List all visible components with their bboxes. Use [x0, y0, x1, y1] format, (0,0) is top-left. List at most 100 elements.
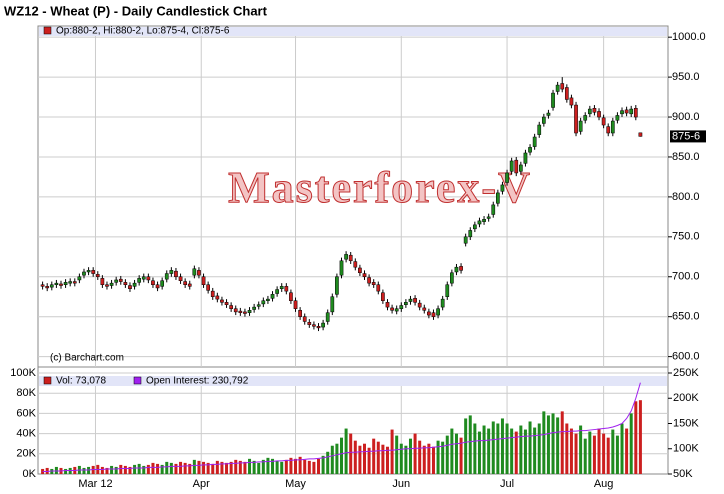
candle-body — [72, 281, 77, 284]
candle-body — [615, 115, 620, 121]
volume-bar — [229, 461, 233, 474]
volume-bar — [330, 445, 334, 474]
candle-body — [473, 224, 477, 230]
candle-body — [266, 298, 270, 301]
candle-body — [298, 310, 302, 317]
candle-body — [339, 260, 344, 276]
candle-body — [624, 109, 629, 114]
candle-body — [40, 284, 45, 287]
volume-bar — [514, 431, 518, 474]
volume-bar — [574, 433, 578, 474]
last-price-box — [670, 130, 706, 143]
volume-bar — [284, 459, 288, 474]
volume-bar — [179, 461, 183, 474]
y-tick-label: 20K — [16, 448, 36, 460]
volume-bar — [349, 433, 353, 474]
candle-body — [91, 270, 96, 274]
volume-bar — [523, 429, 527, 474]
candle-body — [155, 284, 160, 289]
volume-bar — [68, 467, 72, 474]
volume-bar — [408, 438, 412, 474]
volume-bar — [505, 423, 509, 474]
volume-bar — [169, 462, 173, 474]
candle-body — [417, 302, 422, 308]
candle-body — [610, 120, 615, 134]
candle-body — [316, 326, 321, 329]
candle-body — [578, 120, 583, 132]
candle-body — [210, 290, 215, 297]
volume-bar — [225, 462, 229, 474]
candle-body — [463, 236, 468, 244]
y-tick-label: 1000.0 — [672, 31, 706, 43]
volume-bar — [468, 415, 472, 474]
volume-bar — [592, 435, 596, 474]
volume-bar — [404, 445, 408, 474]
candle-body — [564, 87, 569, 100]
volume-bar — [615, 435, 619, 474]
volume-bar — [257, 462, 261, 474]
y-tick-label: 900.0 — [672, 111, 700, 123]
candle-body — [560, 83, 565, 90]
candle-body — [247, 310, 252, 313]
volume-bar — [294, 458, 298, 474]
volume-bar — [537, 423, 541, 474]
volume-bar — [340, 437, 344, 474]
volume-bar — [634, 401, 638, 474]
candle-body — [597, 111, 601, 118]
candle-body — [109, 282, 114, 286]
x-tick-label: Mar 12 — [78, 478, 112, 490]
candle-body — [252, 306, 256, 310]
volume-bar — [560, 411, 564, 474]
volume-bar — [376, 441, 380, 474]
candle-body — [431, 312, 436, 317]
volume-bar — [271, 458, 275, 474]
candle-body — [321, 322, 325, 328]
volume-bar — [183, 462, 187, 474]
volume-bar — [477, 431, 481, 474]
volume-bar — [142, 465, 146, 474]
volume-bar — [298, 456, 302, 474]
y-tick-label: 950.0 — [672, 71, 700, 83]
volume-bar — [50, 468, 54, 474]
candle-body — [601, 117, 606, 126]
volume-bar — [583, 438, 587, 474]
candle-body — [569, 97, 574, 106]
candle-body — [399, 305, 404, 309]
volume-bar — [381, 444, 385, 474]
volume-bar — [367, 447, 371, 474]
y-tick-label: 700.0 — [672, 271, 700, 283]
candle-body — [82, 271, 86, 276]
candle-body — [270, 294, 275, 299]
candle-body — [201, 276, 206, 285]
volume-bar — [588, 431, 592, 474]
volume-bar — [317, 458, 321, 474]
y-tick-label: 100K — [10, 367, 36, 379]
volume-bar — [54, 466, 58, 474]
candle-body — [178, 276, 183, 282]
volume-bar — [418, 440, 422, 474]
candle-body — [261, 300, 266, 305]
volume-bar — [546, 415, 550, 474]
candle-body — [371, 282, 376, 285]
volume-bar — [188, 463, 192, 474]
candle-body — [528, 147, 532, 153]
volume-bar — [202, 461, 206, 474]
volume-bar — [500, 418, 504, 474]
volume-bar — [165, 461, 169, 474]
volume-bar — [307, 460, 311, 474]
volume-bar — [238, 460, 242, 474]
candle-body — [505, 172, 509, 183]
y-tick-label: 600.0 — [672, 351, 700, 363]
candle-body — [118, 278, 123, 282]
candle-body — [394, 308, 399, 312]
candle-body — [348, 254, 353, 262]
candle-body — [325, 312, 330, 322]
candle-body — [100, 278, 105, 285]
x-tick-label: Apr — [193, 478, 210, 490]
volume-bar — [100, 466, 104, 474]
candle-body — [279, 286, 284, 289]
volume-bar — [321, 455, 325, 474]
volume-bar — [280, 461, 284, 474]
y2-tick-label: 200K — [673, 392, 699, 404]
